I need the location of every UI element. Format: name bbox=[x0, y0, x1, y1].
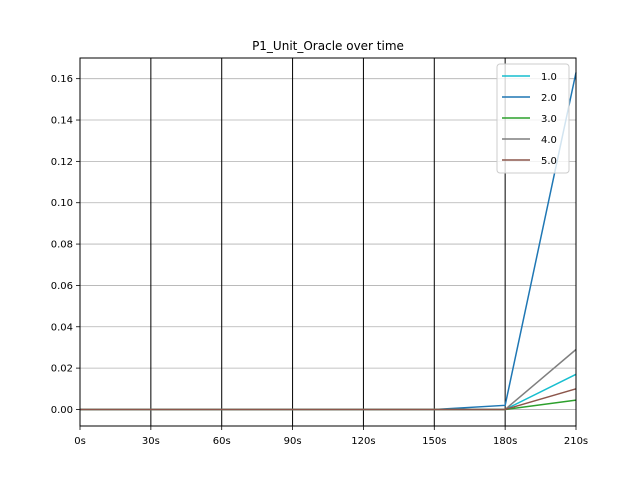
x-tick-label: 150s bbox=[422, 436, 446, 447]
legend-label: 3.0 bbox=[541, 114, 557, 125]
plot-frame bbox=[79, 57, 577, 427]
y-tick-label: 0.08 bbox=[51, 240, 73, 251]
grid bbox=[80, 78, 576, 410]
vertical-markers bbox=[150, 58, 506, 426]
x-tick-label: 90s bbox=[284, 436, 302, 447]
y-axis: 0.00 0.02 0.04 0.06 0.08 0.10 0.12 0.14 0.16 bbox=[51, 74, 80, 416]
x-tick-label: 60s bbox=[213, 436, 231, 447]
y-tick-label: 0.10 bbox=[51, 198, 73, 209]
series-line-4.0 bbox=[80, 348, 577, 411]
y-tick-label: 0.04 bbox=[51, 322, 73, 333]
legend-label: 2.0 bbox=[541, 93, 557, 104]
x-tick-label: 30s bbox=[142, 436, 160, 447]
legend-label: 5.0 bbox=[541, 156, 557, 167]
y-tick-label: 0.14 bbox=[51, 116, 73, 127]
series-line-1.0 bbox=[80, 373, 577, 411]
x-tick-label: 210s bbox=[564, 436, 588, 447]
x-tick-label: 120s bbox=[351, 436, 375, 447]
series-line-5.0 bbox=[80, 388, 577, 411]
legend: 1.0 2.0 3.0 4.0 5.0 bbox=[496, 63, 570, 174]
y-tick-label: 0.12 bbox=[51, 157, 73, 168]
legend-box bbox=[496, 63, 570, 174]
legend-label: 4.0 bbox=[541, 135, 557, 146]
chart-title: P1_Unit_Oracle over time bbox=[252, 39, 404, 53]
y-tick-label: 0.00 bbox=[51, 405, 73, 416]
legend-label: 1.0 bbox=[541, 72, 557, 83]
x-tick-label: 180s bbox=[493, 436, 517, 447]
y-tick-label: 0.02 bbox=[51, 364, 73, 375]
y-tick-label: 0.16 bbox=[51, 74, 73, 85]
y-tick-label: 0.06 bbox=[51, 281, 73, 292]
x-tick-label: 0s bbox=[74, 436, 86, 447]
x-axis: 0s 30s 60s 90s 120s 150s 180s 210s bbox=[74, 426, 588, 447]
series-lines bbox=[80, 72, 577, 411]
